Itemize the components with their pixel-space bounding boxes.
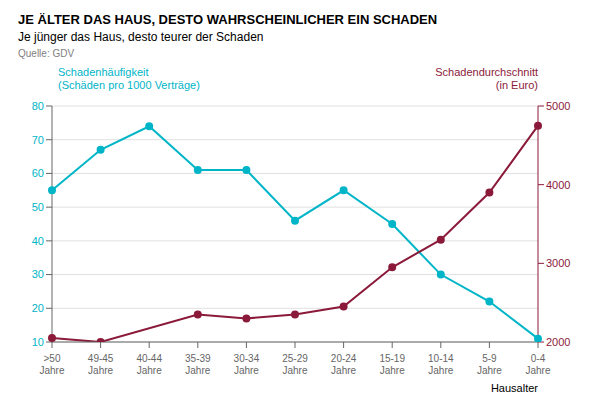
svg-text:4000: 4000 — [546, 179, 570, 191]
svg-text:49-45Jahre: 49-45Jahre — [88, 353, 114, 376]
svg-text:50: 50 — [32, 201, 44, 213]
html-text:Quelle: GDV: Quelle: GDV — [18, 48, 75, 59]
svg-text:70: 70 — [32, 134, 44, 146]
svg-text:60: 60 — [32, 167, 44, 179]
svg-text:15-19Jahre: 15-19Jahre — [379, 353, 405, 376]
svg-text:>50Jahre: >50Jahre — [39, 353, 64, 376]
svg-text:10: 10 — [32, 336, 44, 348]
svg-text:80: 80 — [32, 100, 44, 112]
svg-text:Hausalter: Hausalter — [491, 382, 538, 394]
svg-text:3000: 3000 — [546, 257, 570, 269]
html-text:Schadendurchschnitt (in Euro): Schadendurchschnitt (in Euro) — [435, 66, 538, 91]
svg-text:10-14Jahre: 10-14Jahre — [428, 353, 454, 376]
svg-text:40-44Jahre: 40-44Jahre — [136, 353, 162, 376]
html-text:JE ÄLTER DAS HAUS, DESTO WAHRS: JE ÄLTER DAS HAUS, DESTO WAHRSCHEINLICHE… — [18, 12, 438, 27]
svg-text:40: 40 — [32, 235, 44, 247]
svg-text:5000: 5000 — [546, 100, 570, 112]
svg-text:20-24Jahre: 20-24Jahre — [331, 353, 357, 376]
svg-text:20: 20 — [32, 302, 44, 314]
svg-text:30-34Jahre: 30-34Jahre — [234, 353, 260, 376]
html-text:Schadenhäufigkeit (Schäden pro: Schadenhäufigkeit (Schäden pro 1000 Vert… — [58, 66, 200, 91]
svg-text:25-29Jahre: 25-29Jahre — [282, 353, 308, 376]
svg-text:2000: 2000 — [546, 336, 570, 348]
svg-text:35-39Jahre: 35-39Jahre — [185, 353, 211, 376]
svg-text:5-9Jahre: 5-9Jahre — [477, 353, 502, 376]
svg-text:30: 30 — [32, 268, 44, 280]
svg-text:0-4Jahre: 0-4Jahre — [525, 353, 550, 376]
html-text:Je jünger das Haus, desto teur: Je jünger das Haus, desto teurer der Sch… — [18, 30, 264, 44]
